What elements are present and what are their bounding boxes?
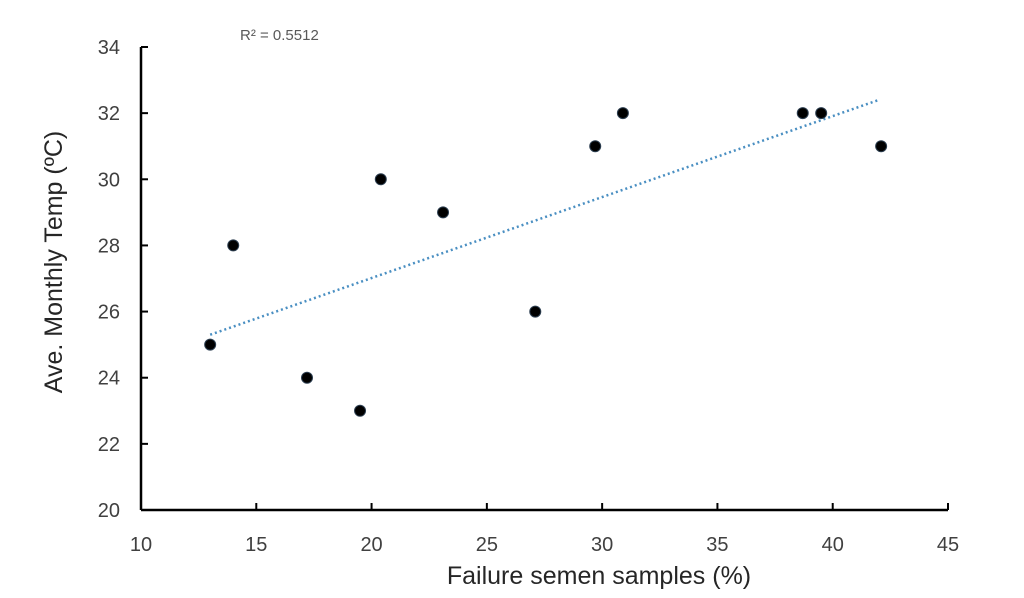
- y-tick-label: 22: [98, 434, 120, 456]
- x-tick-label: 45: [937, 534, 959, 556]
- x-tick-label: 40: [822, 534, 844, 556]
- x-tick-label: 20: [360, 534, 382, 556]
- data-point: [529, 305, 542, 318]
- x-tick-label: 15: [245, 534, 267, 556]
- y-tick-label: 26: [98, 302, 120, 324]
- data-point: [354, 404, 367, 417]
- x-axis-title: Failure semen samples (%): [447, 562, 751, 590]
- data-point: [815, 107, 828, 120]
- y-tick-label: 24: [98, 368, 120, 390]
- y-axis-title: Ave. Monthly Temp (ºC): [40, 131, 68, 393]
- y-tick-label: 32: [98, 103, 120, 125]
- trendline: [209, 98, 880, 336]
- data-point: [437, 206, 450, 219]
- x-tick-label: 10: [130, 534, 152, 556]
- y-tick-label: 28: [98, 235, 120, 257]
- data-point: [875, 140, 888, 153]
- data-point: [589, 140, 602, 153]
- data-point: [301, 371, 314, 384]
- y-tick-label: 20: [98, 500, 120, 522]
- y-tick-label: 30: [98, 169, 120, 191]
- data-point: [204, 338, 217, 351]
- x-tick-label: 30: [591, 534, 613, 556]
- data-point: [616, 107, 629, 120]
- x-tick-label: 25: [476, 534, 498, 556]
- r-squared-label: R² = 0.5512: [240, 27, 319, 44]
- data-point: [374, 173, 387, 186]
- data-point: [227, 239, 240, 252]
- data-point: [796, 107, 809, 120]
- y-tick-label: 34: [98, 37, 120, 59]
- x-tick-label: 35: [706, 534, 728, 556]
